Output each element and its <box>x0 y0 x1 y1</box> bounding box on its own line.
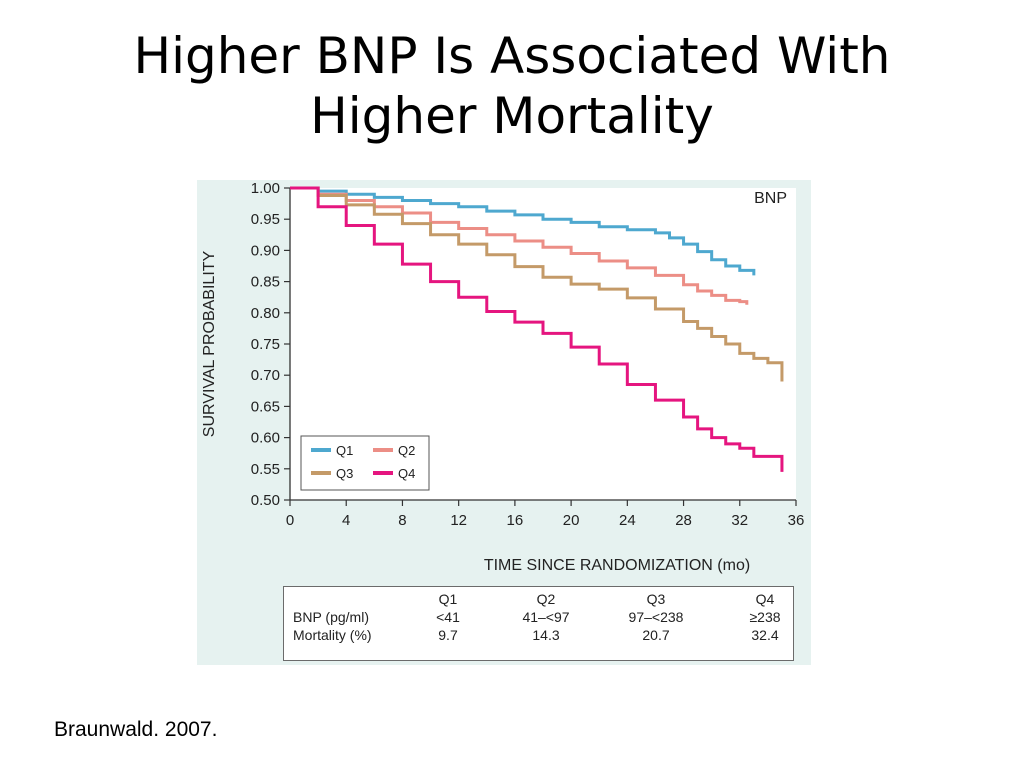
slide-title: Higher BNP Is Associated With Higher Mor… <box>0 26 1024 146</box>
x-axis-label: TIME SINCE RANDOMIZATION (mo) <box>484 557 750 574</box>
mortality-table-mortality-row: Mortality (%) 9.7 14.3 20.7 32.4 <box>284 627 793 645</box>
x-tick-label: 8 <box>398 512 406 529</box>
table-col-q1: Q1 <box>438 591 458 607</box>
y-tick-label: 0.60 <box>251 430 280 447</box>
slide-title-line-2: Higher Mortality <box>310 87 714 145</box>
legend-label-q3: Q3 <box>336 466 353 481</box>
table-cell-bnp-q2: 41–<97 <box>522 609 570 625</box>
y-tick-label: 0.70 <box>251 367 280 384</box>
x-tick-label: 16 <box>507 512 524 529</box>
x-tick-label: 12 <box>450 512 467 529</box>
y-axis-label: SURVIVAL PROBABILITY <box>201 250 218 437</box>
slide-title-line-1: Higher BNP Is Associated With <box>133 27 891 85</box>
series-line-q1 <box>290 186 756 276</box>
mortality-table-bnp-row: BNP (pg/ml) <41 41–<97 97–<238 ≥238 <box>284 609 793 627</box>
legend-label-q2: Q2 <box>398 443 415 458</box>
table-col-q2: Q2 <box>536 591 556 607</box>
legend-box <box>300 435 430 491</box>
y-tick-label: 0.50 <box>251 492 280 509</box>
survival-chart: 1.00 0.95 0.90 0.85 0.80 0.75 0.70 0.65 0.60 0.55… <box>201 180 805 574</box>
x-tick-label: 24 <box>619 512 636 529</box>
y-tick-label: 0.90 <box>251 242 280 259</box>
table-cell-mortality-q2: 14.3 <box>532 627 560 643</box>
x-tick-label: 36 <box>788 512 805 529</box>
table-cell-mortality-q1: 9.7 <box>438 627 458 643</box>
table-cell-mortality-q3: 20.7 <box>642 627 670 643</box>
series-line-q4 <box>290 186 784 472</box>
table-row-label-bnp: BNP (pg/ml) <box>293 609 369 625</box>
table-cell-bnp-q3: 97–<238 <box>628 609 684 625</box>
table-row-label-mortality: Mortality (%) <box>293 627 372 643</box>
x-tick-label: 4 <box>342 512 350 529</box>
table-cell-mortality-q4: 32.4 <box>751 627 779 643</box>
series-line-q2 <box>290 186 749 305</box>
table-col-q3: Q3 <box>646 591 666 607</box>
y-tick-label: 0.55 <box>251 461 280 478</box>
table-cell-bnp-q1: <41 <box>436 609 460 625</box>
x-tick-label: 32 <box>731 512 748 529</box>
x-tick-label: 0 <box>286 512 294 529</box>
table-cell-bnp-q4: ≥238 <box>749 609 781 625</box>
legend-label-q1: Q1 <box>336 443 353 458</box>
y-tick-label: 0.75 <box>251 336 280 353</box>
x-tick-label: 28 <box>675 512 692 529</box>
series-line-q3 <box>290 186 784 382</box>
y-tick-label: 1.00 <box>251 180 280 197</box>
y-tick-label: 0.95 <box>251 211 280 228</box>
mortality-table: Q1 Q2 Q3 Q4 BNP (pg/ml) <41 41–<97 97–<2… <box>283 586 794 661</box>
survival-figure: 1.00 0.95 0.90 0.85 0.80 0.75 0.70 0.65 0.60 0.55… <box>197 180 811 665</box>
table-col-q4: Q4 <box>755 591 775 607</box>
y-tick-label: 0.80 <box>251 305 280 322</box>
y-tick-label: 0.65 <box>251 398 280 415</box>
mortality-table-header-row: Q1 Q2 Q3 Q4 <box>284 591 793 609</box>
chart-annotation: BNP <box>754 190 787 207</box>
citation: Braunwald. 2007. <box>54 718 218 741</box>
x-tick-label: 20 <box>563 512 580 529</box>
legend-label-q4: Q4 <box>398 466 415 481</box>
y-tick-label: 0.85 <box>251 274 280 291</box>
